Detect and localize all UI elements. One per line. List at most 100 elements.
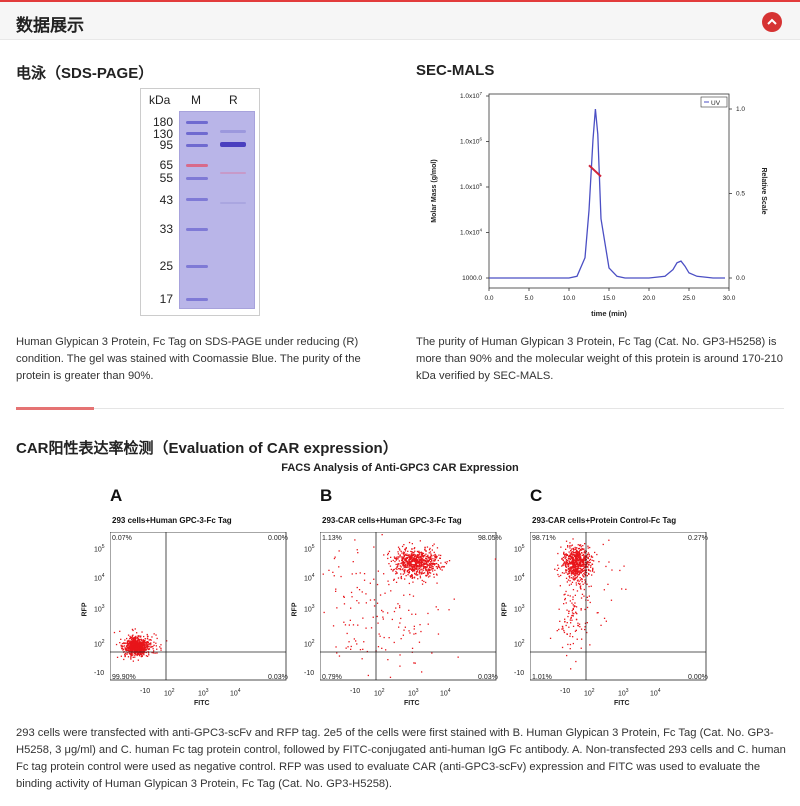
facs-plot xyxy=(320,532,497,681)
section-header: 数据展示 xyxy=(0,0,800,40)
uv-series-line xyxy=(489,108,725,279)
x-tick-label: 103 xyxy=(198,688,209,698)
car-title: CAR阳性表达率检测（Evaluation of CAR expression） xyxy=(16,440,398,457)
x-tick-label: 0.0 xyxy=(484,295,493,302)
y-tick-label: 1000.0 xyxy=(462,275,482,282)
gel-lanes xyxy=(179,111,255,309)
panel-title: 293-CAR cells+Protein Control-Fc Tag xyxy=(532,516,677,525)
x-tick-label: 30.0 xyxy=(723,295,736,302)
x-tick-label: 104 xyxy=(650,688,661,698)
marker-band xyxy=(186,198,208,201)
facs-plot xyxy=(530,532,707,681)
kda-marker: 65 xyxy=(159,158,173,172)
y-tick-label: 102 xyxy=(514,639,525,649)
y-axis-label: RFP xyxy=(81,602,89,617)
x-tick-label: 5.0 xyxy=(524,295,533,302)
facs-plot-frame xyxy=(320,532,497,681)
y-tick-label: -10 xyxy=(94,670,105,677)
marker-band xyxy=(186,298,208,301)
y-tick-label: -10 xyxy=(514,670,525,677)
sample-band-faint xyxy=(220,202,246,204)
y-axis-label: RFP xyxy=(501,602,509,617)
kda-marker: 95 xyxy=(159,138,173,152)
collapse-button[interactable] xyxy=(762,12,782,32)
marker-band xyxy=(186,177,208,180)
y-tick-label: 1.0x104 xyxy=(460,228,483,237)
quadrant-ul-value: 0.07% xyxy=(112,535,132,542)
divider-accent xyxy=(16,407,94,410)
x-tick-label: 102 xyxy=(164,688,175,698)
y-tick-label: 104 xyxy=(514,573,525,583)
marker-band xyxy=(186,144,208,147)
facs-plot xyxy=(110,532,287,681)
y2-tick-label: 0.5 xyxy=(736,191,745,198)
marker-band xyxy=(186,164,208,167)
x-tick-label: -10 xyxy=(140,688,151,695)
panel-title: 293-CAR cells+Human GPC-3-Fc Tag xyxy=(322,516,462,525)
y-tick-label: 103 xyxy=(514,604,525,614)
chevron-up-icon xyxy=(767,18,777,25)
gel-lane-r-header: R xyxy=(229,93,238,107)
y-tick-label: 103 xyxy=(304,604,315,614)
quadrant-ll-value: 1.01% xyxy=(532,674,552,681)
legend-label: UV xyxy=(711,100,721,107)
secmals-caption: The purity of Human Glypican 3 Protein, … xyxy=(416,336,783,382)
x-tick-label: -10 xyxy=(350,688,361,695)
quadrant-ur-value: 0.00% xyxy=(268,535,288,542)
sample-band-faint xyxy=(220,172,246,174)
y-tick-label: -10 xyxy=(304,670,315,677)
quadrant-lr-value: 0.00% xyxy=(688,674,708,681)
y-tick-label: 105 xyxy=(514,544,525,554)
quadrant-lr-value: 0.03% xyxy=(268,674,288,681)
chart-plot-area xyxy=(488,93,730,289)
marker-band xyxy=(186,121,208,124)
x-axis-label: FITC xyxy=(614,700,630,707)
section-title: 数据展示 xyxy=(16,16,84,35)
y-axis-label: Molar Mass (g/mol) xyxy=(431,159,438,222)
kda-marker: 130 xyxy=(152,127,173,141)
legend-box xyxy=(700,96,728,108)
kda-marker: 43 xyxy=(159,193,173,207)
y-tick-label: 103 xyxy=(94,604,105,614)
y-tick-label: 102 xyxy=(94,639,105,649)
x-tick-label: 103 xyxy=(408,688,419,698)
facs-title: FACS Analysis of Anti-GPC3 CAR Expressio… xyxy=(281,462,519,474)
secmals-title: SEC-MALS xyxy=(416,62,495,79)
sample-band-faint xyxy=(220,130,246,133)
x-axis-label: time (min) xyxy=(591,309,627,318)
y-tick-label: 1.0x107 xyxy=(460,91,483,100)
quadrant-ur-value: 98.05% xyxy=(478,535,502,542)
quadrant-ul-value: 1.13% xyxy=(322,535,342,542)
sds-caption: Human Glypican 3 Protein, Fc Tag on SDS-… xyxy=(16,336,361,382)
marker-band xyxy=(186,132,208,135)
y-tick-label: 1.0x106 xyxy=(460,137,483,146)
gel-kda-header: kDa xyxy=(149,93,171,107)
y-tick-label: 1.0x105 xyxy=(460,182,483,191)
quadrant-ur-value: 0.27% xyxy=(688,535,708,542)
y-tick-label: 104 xyxy=(94,573,105,583)
y2-tick-label: 1.0 xyxy=(736,106,745,113)
sds-title: 电泳（SDS-PAGE） xyxy=(16,65,154,82)
x-tick-label: 102 xyxy=(374,688,385,698)
panel-letter: B xyxy=(320,486,333,505)
x-tick-label: 104 xyxy=(230,688,241,698)
y-tick-label: 105 xyxy=(94,544,105,554)
y-tick-label: 105 xyxy=(304,544,315,554)
facs-plot-frame xyxy=(530,532,707,681)
kda-marker: 55 xyxy=(159,171,173,185)
x-tick-label: 104 xyxy=(440,688,451,698)
quadrant-ll-value: 0.79% xyxy=(322,674,342,681)
sample-band-main xyxy=(220,142,246,147)
kda-marker: 25 xyxy=(159,259,173,273)
x-axis-label: FITC xyxy=(194,700,210,707)
quadrant-ll-value: 99.90% xyxy=(112,674,136,681)
marker-band xyxy=(186,265,208,268)
x-tick-label: -10 xyxy=(560,688,571,695)
quadrant-lr-value: 0.03% xyxy=(478,674,498,681)
sds-gel-image: kDa M R 180 130 95 65 55 43 33 25 17 xyxy=(140,88,260,316)
y-tick-label: 102 xyxy=(304,639,315,649)
x-tick-label: 20.0 xyxy=(643,295,656,302)
y-tick-label: 104 xyxy=(304,573,315,583)
x-axis-label: FITC xyxy=(404,700,420,707)
panel-letter: C xyxy=(530,486,543,505)
